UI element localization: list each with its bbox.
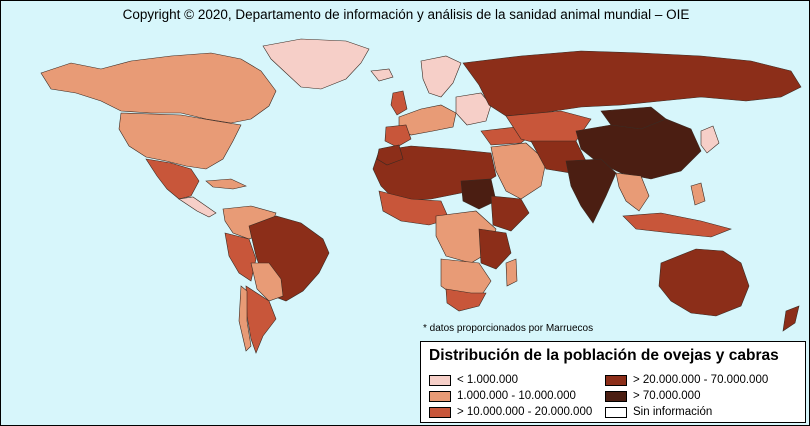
region-australia: [658, 248, 750, 317]
region-sudan: [460, 178, 497, 210]
region-chile: [238, 285, 252, 352]
legend-box: Distribución de la población de ovejas y…: [420, 341, 806, 423]
region-canada: [40, 52, 277, 124]
legend-item-10m-20m: > 10.000.000 - 20.000.000: [429, 406, 592, 418]
legend-label: 1.000.000 - 10.000.000: [457, 390, 576, 402]
region-southeast-asia: [615, 172, 650, 212]
footnote: * datos proporcionados por Marruecos: [423, 323, 594, 334]
region-middle-east: [490, 142, 547, 200]
legend-swatch: [605, 406, 627, 418]
legend-swatch: [429, 406, 451, 418]
region-united-states: [118, 112, 242, 170]
region-horn-of-africa: [490, 195, 530, 232]
region-caribbean: [205, 178, 247, 190]
region-morocco: [376, 144, 404, 166]
region-bolivia-paraguay: [250, 262, 284, 302]
legend-label: > 70.000.000: [633, 390, 701, 402]
region-south-africa: [445, 288, 487, 312]
region-greenland: [262, 38, 370, 90]
region-philippines: [690, 182, 706, 206]
region-india: [565, 158, 617, 224]
legend-item-20m-70m: > 20.000.000 - 70.000.000: [605, 374, 768, 386]
legend-swatch: [605, 390, 627, 402]
region-central-america: [178, 196, 217, 218]
region-east-africa: [478, 228, 512, 270]
legend-swatch: [605, 374, 627, 386]
legend-label: < 1.000.000: [457, 374, 519, 386]
region-russia: [462, 50, 802, 117]
region-iceland: [370, 68, 394, 82]
region-peru: [224, 232, 257, 282]
region-japan: [700, 125, 720, 154]
region-madagascar: [505, 258, 518, 287]
region-mexico: [145, 158, 200, 200]
legend-item-lt-1m: < 1.000.000: [429, 374, 518, 386]
region-scandinavia: [420, 55, 462, 98]
legend-label: > 20.000.000 - 70.000.000: [633, 374, 769, 386]
legend-item-gt-70m: > 70.000.000: [605, 390, 700, 402]
region-eastern-europe: [455, 92, 492, 126]
legend-item-1m-10m: 1.000.000 - 10.000.000: [429, 390, 576, 402]
legend-label: Sin información: [633, 406, 713, 418]
legend-title: Distribución de la población de ovejas y…: [429, 347, 779, 364]
legend-swatch: [429, 374, 451, 386]
legend-item-no-info: Sin información: [605, 406, 712, 418]
legend-swatch: [429, 390, 451, 402]
region-indonesia: [622, 212, 732, 238]
legend-label: > 10.000.000 - 20.000.000: [457, 406, 593, 418]
region-new-zealand: [782, 305, 800, 332]
copyright-notice: Copyright © 2020, Departamento de inform…: [122, 7, 690, 22]
region-china: [575, 118, 702, 180]
region-iberia: [384, 124, 412, 148]
region-uk: [390, 90, 408, 116]
region-argentina: [245, 285, 277, 354]
